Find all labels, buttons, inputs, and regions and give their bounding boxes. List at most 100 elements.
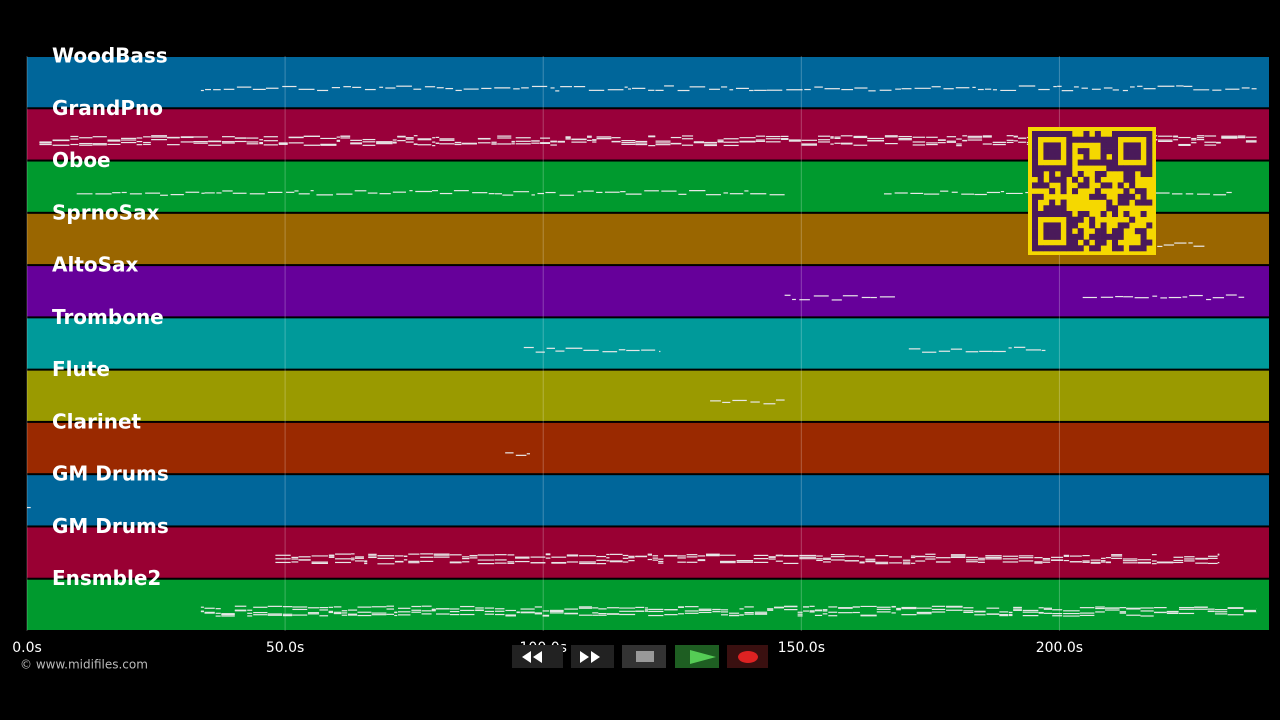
qr-cell [1032,211,1039,218]
qr-cell [1100,211,1107,218]
qr-cell [1054,211,1061,218]
qr-cell [1054,245,1061,252]
qr-cell [1037,165,1044,172]
qr-cell [1134,199,1141,206]
qr-cell [1140,228,1147,235]
track-lane [27,527,1269,578]
qr-cell [1089,193,1096,200]
qr-cell [1129,153,1136,160]
qr-cell [1129,148,1136,155]
qr-cell [1032,153,1039,160]
record-button[interactable] [727,645,768,668]
qr-cell [1100,228,1107,235]
qr-cell [1032,228,1039,235]
qr-cell [1066,233,1073,240]
qr-cell [1123,222,1130,229]
qr-cell [1049,165,1056,172]
track-labels: WoodBass GrandPno Oboe SprnoSax AltoSax Tromb… [52,44,169,591]
qr-cell [1060,211,1067,218]
qr-cell [1037,245,1044,252]
qr-cell [1134,245,1141,252]
notes [200,605,1257,617]
qr-cell [1049,142,1056,149]
qr-cell [1083,148,1090,155]
qr-cell [1146,153,1153,160]
qr-cell [1049,205,1056,212]
qr-cell [1077,245,1084,252]
qr-cell [1032,222,1039,229]
track-name: SprnoSax [52,200,159,224]
qr-cell [1100,159,1107,166]
track-name: Trombone [52,305,164,329]
qr-cell [1037,131,1044,138]
qr-cell [1043,205,1050,212]
notes [523,346,1046,353]
forward-button[interactable] [571,645,614,668]
qr-cell [1066,222,1073,229]
rewind-button[interactable] [512,645,563,668]
qr-cell [1123,165,1130,172]
qr-cell [1106,159,1113,166]
qr-cell [1140,171,1147,178]
qr-cell [1060,188,1067,195]
qr-cell [1032,165,1039,172]
qr-cell [1043,211,1050,218]
qr-cell [1032,171,1039,178]
qr-cell [1129,216,1136,223]
qr-cell [1054,228,1061,235]
qr-cell [1083,239,1090,246]
qr-cell [1129,131,1136,138]
qr-cell [1054,131,1061,138]
qr-cell [1100,222,1107,229]
tick-label: 200.0s [1036,640,1083,656]
qr-cell [1146,148,1153,155]
qr-cell [1134,165,1141,172]
qr-cell [1112,233,1119,240]
qr-cell [1032,193,1039,200]
qr-cell [1049,222,1056,229]
qr-cell [1066,171,1073,178]
qr-cell [1037,193,1044,200]
qr-cell [1060,176,1067,183]
tick-label: 50.0s [266,640,304,656]
qr-cell [1117,131,1124,138]
qr-cell [1123,193,1130,200]
qr-cell [1043,222,1050,229]
qr-cell [1146,159,1153,166]
qr-cell [1037,171,1044,178]
qr-cell [1129,165,1136,172]
qr-cell [1117,222,1124,229]
qr-cell [1134,131,1141,138]
qr-cell [1112,165,1119,172]
qr-cell [1112,205,1119,212]
qr-cell [1123,176,1130,183]
qr-code [1028,127,1156,255]
qr-cell [1054,165,1061,172]
qr-cell [1032,136,1039,143]
qr-cell [1077,159,1084,166]
stop-button[interactable] [622,645,666,668]
qr-cell [1066,148,1073,155]
qr-cell [1089,233,1096,240]
qr-cell [1094,193,1101,200]
qr-cell [1049,171,1056,178]
play-button[interactable] [675,645,719,668]
qr-cell [1106,165,1113,172]
qr-cell [1146,142,1153,149]
qr-cell [1100,136,1107,143]
qr-cell [1100,153,1107,160]
track-name: GM Drums [52,514,169,538]
track-lane [27,370,1269,421]
qr-cell [1146,222,1153,229]
qr-cell [1112,245,1119,252]
qr-cell [1049,176,1056,183]
qr-cell [1049,233,1056,240]
qr-cell [1094,233,1101,240]
qr-cell [1032,205,1039,212]
qr-cell [1054,153,1061,160]
qr-cell [1117,182,1124,189]
qr-cell [1043,131,1050,138]
qr-cell [1049,199,1056,206]
qr-cell [1077,228,1084,235]
